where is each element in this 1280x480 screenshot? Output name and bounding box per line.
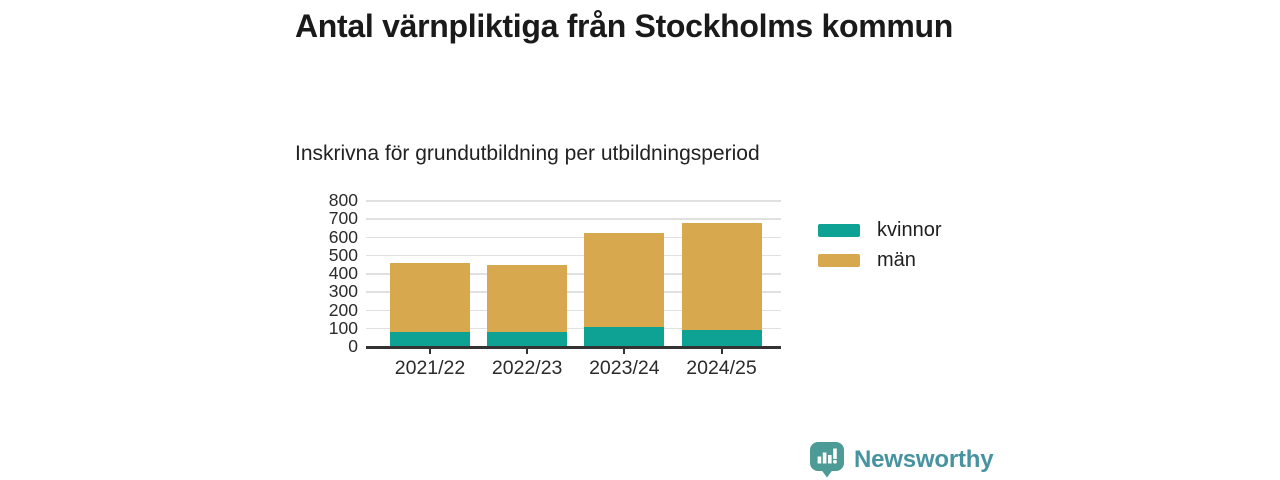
gridline	[366, 291, 781, 293]
bar-segment-kvinnor	[390, 332, 470, 346]
gridline	[366, 309, 781, 311]
bar-segment-kvinnor	[584, 326, 665, 346]
bar-segment-kvinnor	[681, 329, 762, 346]
x-tick-label: 2021/22	[394, 357, 466, 379]
bar-segment-kvinnor	[487, 332, 568, 346]
page-title: Antal värnpliktiga från Stockholms kommu…	[295, 8, 954, 44]
y-tick-label: 100	[328, 317, 358, 338]
legend-swatch-män	[818, 253, 860, 267]
legend-label: kvinnor	[877, 219, 942, 241]
y-tick-label: 300	[328, 281, 358, 302]
y-tick-label: 0	[348, 336, 358, 356]
y-tick-label: 600	[328, 226, 358, 247]
gridline	[366, 273, 781, 275]
bar-segment-män	[681, 222, 762, 330]
x-tick-label: 2022/23	[491, 357, 563, 379]
legend-swatch-kvinnor	[818, 223, 860, 237]
legend-item-män: män	[818, 245, 941, 275]
y-tick-label: 400	[328, 263, 358, 283]
y-axis-labels: 0 100 200 300 400 500 600 700 800	[290, 190, 358, 356]
bar-segment-män	[487, 264, 568, 333]
x-axis-tick	[429, 348, 431, 354]
chart-legend: kvinnor män	[818, 215, 941, 275]
x-tick-label: 2023/24	[589, 357, 660, 379]
y-tick-label: 200	[328, 299, 358, 320]
x-tick-label: 2024/25	[686, 357, 757, 379]
gridline	[366, 327, 781, 330]
x-axis-line	[366, 346, 781, 349]
y-tick-label: 800	[328, 190, 358, 210]
gridline	[366, 236, 781, 238]
bar-segment-män	[584, 232, 665, 327]
x-axis-tick	[526, 348, 529, 354]
x-axis-tick	[720, 348, 723, 354]
gridline	[366, 218, 781, 220]
x-axis-tick	[623, 348, 626, 354]
legend-label: män	[877, 249, 916, 271]
y-tick-label: 700	[328, 208, 358, 229]
y-tick-label: 500	[328, 244, 358, 265]
chart-subtitle: Inskrivna för grundutbildning per utbild…	[295, 142, 760, 165]
newsworthy-brand: Newsworthy	[809, 441, 994, 478]
legend-item-kvinnor: kvinnor	[818, 215, 941, 245]
brand-wordmark: Newsworthy	[854, 445, 994, 473]
plot-area	[366, 200, 781, 354]
bar-segment-män	[390, 262, 470, 333]
bar-chart-speech-bubble-icon	[810, 442, 844, 478]
x-axis-labels: 2021/22 2022/23 2023/24 2024/25	[366, 357, 781, 383]
gridline	[366, 200, 781, 202]
gridline	[366, 254, 781, 257]
